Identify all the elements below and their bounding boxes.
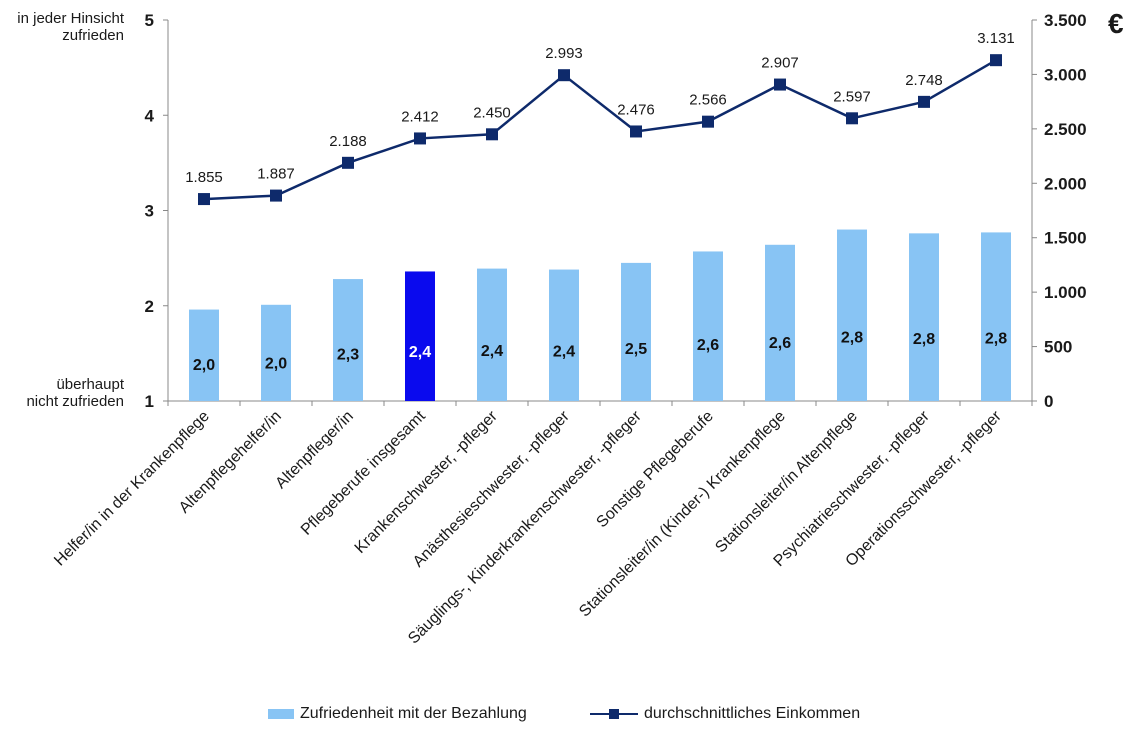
income-marker — [702, 115, 714, 128]
income-marker — [990, 54, 1002, 67]
x-category-label: Pflegeberufe insgesamt — [298, 407, 429, 538]
income-data-label: 2.907 — [761, 55, 799, 72]
x-category-label: Helfer/in in der Krankenpflege — [51, 408, 213, 570]
income-marker — [342, 156, 354, 169]
bar-data-label: 2,8 — [841, 330, 863, 347]
income-data-label: 1.887 — [257, 166, 295, 183]
income-data-label: 2.993 — [545, 45, 583, 62]
income-marker — [270, 189, 282, 202]
x-category-label: Stationsleiter/in Altenpflege — [712, 408, 861, 557]
income-line — [203, 59, 997, 201]
bar — [261, 304, 291, 401]
bar-data-label: 2,4 — [553, 343, 575, 360]
y-left-tick-label: 5 — [145, 11, 154, 30]
income-data-label: 2.748 — [905, 72, 943, 89]
y-left-bottom-label: überhaupt nicht zufrieden — [4, 376, 124, 410]
bar — [621, 262, 651, 401]
y-right-tick-label: 1.000 — [1044, 283, 1087, 302]
bar-data-label: 2,4 — [409, 344, 431, 361]
y-right-tick-label: 3.500 — [1044, 11, 1087, 30]
y-left-bottom-label-line-1: überhaupt — [56, 376, 124, 393]
bar — [405, 271, 435, 401]
income-marker — [486, 128, 498, 141]
y-right-tick-label: 0 — [1044, 392, 1053, 411]
income-data-label: 2.450 — [473, 104, 511, 121]
y-left-tick-label: 1 — [145, 392, 154, 411]
legend-line-swatch — [590, 707, 638, 721]
legend-item-bars: Zufriedenheit mit der Bezahlung — [268, 705, 527, 723]
bar-data-label: 2,8 — [985, 331, 1007, 348]
bar — [981, 232, 1011, 401]
bar — [765, 244, 795, 401]
x-category-label: Operationsschwester, -pfleger — [843, 407, 1006, 570]
y-right-tick-label: 3.000 — [1044, 65, 1087, 84]
y-left-tick-label: 4 — [145, 106, 155, 125]
bar-data-label: 2,3 — [337, 347, 359, 364]
income-marker — [846, 112, 858, 125]
bar-data-label: 2,4 — [481, 343, 503, 360]
x-category-label: Anästhesieschwester, -pfleger — [410, 407, 573, 570]
y-right-tick-label: 2.500 — [1044, 120, 1087, 139]
legend-line-label: durchschnittliches Einkommen — [644, 705, 861, 722]
y-right-tick-label: 1.500 — [1044, 229, 1087, 248]
income-marker — [414, 132, 426, 145]
income-marker — [558, 69, 570, 82]
y-left-bottom-label-line-2: nicht zufrieden — [26, 393, 124, 410]
bar-data-label: 2,8 — [913, 331, 935, 348]
y-right-tick-label: 2.000 — [1044, 174, 1087, 193]
income-data-label: 2.188 — [329, 133, 367, 150]
income-marker — [198, 193, 210, 206]
income-data-label: 2.566 — [689, 92, 727, 109]
bar — [477, 268, 507, 401]
bar — [333, 279, 363, 401]
bar — [693, 251, 723, 401]
bar — [549, 269, 579, 401]
x-category-label: Psychiatrieschwester, -pfleger — [771, 407, 934, 570]
legend-bar-label: Zufriedenheit mit der Bezahlung — [300, 705, 527, 722]
income-data-label: 2.597 — [833, 88, 871, 105]
bar — [837, 229, 867, 401]
bar-data-label: 2,0 — [265, 355, 287, 372]
income-marker — [918, 95, 930, 108]
income-data-label: 1.855 — [185, 169, 223, 186]
income-marker — [630, 125, 642, 138]
legend-bar-swatch — [268, 709, 294, 719]
x-category-label: Krankenschwester, -pfleger — [352, 407, 502, 557]
y-left-tick-label: 3 — [145, 202, 154, 221]
legend-item-line: durchschnittliches Einkommen — [590, 705, 860, 723]
y-right-tick-label: 500 — [1044, 338, 1072, 357]
bar-data-label: 2,6 — [769, 335, 791, 352]
income-data-label: 2.476 — [617, 101, 655, 118]
bar-data-label: 2,6 — [697, 337, 719, 354]
y-left-top-label: in jeder Hinsicht zufrieden — [4, 10, 124, 44]
income-data-label: 3.131 — [977, 30, 1015, 47]
bar — [189, 309, 219, 401]
x-category-label: Sonstige Pflegeberufe — [593, 408, 716, 531]
y-right-unit: € — [1108, 8, 1124, 39]
income-data-label: 2.412 — [401, 108, 439, 125]
bar-data-label: 2,5 — [625, 341, 647, 358]
income-marker — [774, 78, 786, 91]
bar — [909, 233, 939, 401]
y-left-tick-label: 2 — [145, 297, 154, 316]
y-left-top-label-line-1: in jeder Hinsicht — [17, 10, 124, 27]
y-left-top-label-line-2: zufrieden — [62, 27, 124, 44]
bar-data-label: 2,0 — [193, 357, 215, 374]
